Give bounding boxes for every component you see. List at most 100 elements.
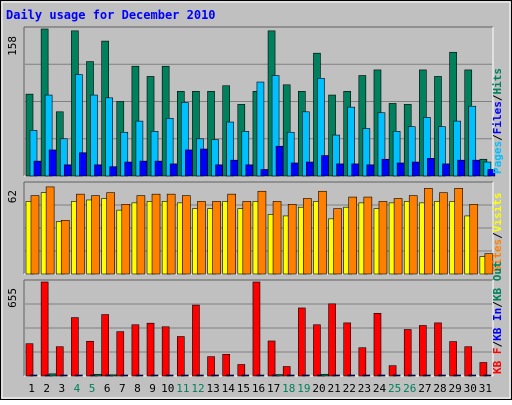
bar-hits-day-29 (449, 51, 457, 177)
bar-sites-day-1 (30, 195, 40, 275)
bar-pages-day-2 (48, 149, 57, 177)
series-pages (33, 145, 496, 177)
bar-files-day-5 (90, 94, 98, 177)
bar-kb-f-day-3 (55, 346, 64, 377)
bar-hits-day-9 (146, 76, 155, 177)
legend-entry-files: Files (491, 101, 504, 134)
bar-kb-in-day-10 (165, 374, 174, 377)
bar-pages-day-18 (290, 162, 299, 177)
bar-pages-day-1 (33, 160, 42, 177)
bar-pages-day-13 (215, 164, 223, 177)
bar-kb-out-day-6 (109, 374, 117, 377)
legend-entry-kb-in: KB In (491, 308, 504, 341)
bar-kb-f-day-12 (192, 304, 200, 377)
bar-kb-out-day-2 (48, 373, 57, 377)
bar-pages-day-16 (260, 169, 269, 177)
bar-sites-day-28 (439, 192, 448, 275)
bar-kb-f-day-14 (222, 354, 230, 377)
x-tick-label-day-4: 4 (74, 382, 81, 395)
x-tick-label-day-31: 31 (479, 382, 492, 395)
x-tick-label-day-20: 20 (312, 382, 325, 395)
bar-sites-day-6 (106, 192, 115, 275)
legend-entry-pages: Pages (491, 141, 504, 174)
bar-kb-f-day-20 (313, 324, 321, 377)
bar-files-day-2 (44, 94, 53, 177)
bar-sites-day-7 (121, 204, 131, 275)
bar-files-day-8 (135, 120, 144, 177)
bar-kb-in-day-13 (211, 374, 219, 377)
x-tick-label-day-7: 7 (119, 382, 126, 395)
bar-files-day-17 (271, 75, 280, 177)
legend-visits-sites: Sites/Visits (491, 193, 504, 273)
bar-sites-day-11 (181, 195, 191, 275)
bar-kb-f-day-2 (40, 281, 49, 377)
bar-pages-day-19 (306, 161, 314, 177)
bar-sites-day-19 (303, 198, 312, 275)
bar-kb-in-day-12 (196, 374, 204, 377)
bar-pages-day-21 (336, 163, 344, 177)
bar-files-day-6 (105, 97, 113, 177)
legend-kb: KB F/KB In/KB Out (491, 261, 504, 374)
bar-kb-in-day-26 (407, 374, 416, 377)
x-tick-label-day-5: 5 (89, 382, 96, 395)
bar-kb-in-day-21 (332, 374, 340, 377)
chart-frame-highlight (1, 1, 511, 399)
bar-files-day-18 (286, 131, 295, 177)
x-tick-label-day-17: 17 (267, 382, 280, 395)
bar-sites-day-10 (166, 193, 176, 275)
bar-files-day-16 (256, 81, 265, 177)
x-tick-label-day-25: 25 (388, 382, 401, 395)
legend-separator: / (491, 301, 504, 308)
bar-files-day-30 (468, 105, 477, 177)
bar-kb-f-day-7 (116, 331, 125, 377)
bar-sites-day-5 (91, 195, 100, 275)
bar-files-day-27 (423, 117, 431, 177)
x-tick-label-day-15: 15 (237, 382, 250, 395)
bar-files-day-1 (29, 130, 38, 177)
bar-kb-out-day-5 (94, 373, 102, 377)
bar-sites-day-4 (76, 193, 85, 275)
bar-files-day-26 (407, 126, 416, 177)
bar-files-day-25 (392, 131, 401, 177)
bar-pages-day-17 (275, 145, 284, 177)
bar-kb-f-day-24 (373, 312, 382, 377)
bar-sites-day-18 (287, 204, 297, 275)
bar-pages-day-26 (411, 161, 420, 177)
x-tick-label-day-12: 12 (191, 382, 204, 395)
y-max-label: 655 (6, 288, 19, 308)
x-tick-label-day-30: 30 (464, 382, 477, 395)
bar-sites-day-8 (136, 195, 146, 275)
bar-sites-day-27 (424, 188, 433, 275)
bar-kb-f-day-27 (419, 325, 427, 377)
bar-kb-in-day-23 (362, 374, 371, 377)
x-tick-label-day-29: 29 (449, 382, 462, 395)
legend-entry-kb-f: KB F (491, 348, 504, 375)
bar-kb-in-day-18 (286, 374, 295, 377)
legend-entry-hits: Hits (491, 68, 504, 95)
chart-title: Daily usage for December 2010 (6, 8, 216, 22)
x-tick-label-day-1: 1 (28, 382, 35, 395)
bar-sites-day-12 (197, 201, 206, 275)
bar-pages-day-28 (442, 163, 450, 177)
x-tick-label-day-24: 24 (373, 382, 387, 395)
bar-kb-f-day-19 (298, 307, 306, 377)
series-files (29, 74, 492, 177)
series-kb-f (25, 281, 488, 377)
bar-hits-day-12 (192, 91, 200, 177)
bar-kb-out-day-20 (321, 373, 329, 377)
legend-text: Sites/Visits (491, 193, 504, 273)
x-tick-label-day-28: 28 (433, 382, 446, 395)
bar-sites-day-15 (242, 201, 252, 275)
bar-sites-day-29 (454, 188, 463, 275)
bar-sites-day-14 (227, 193, 236, 275)
x-tick-label-day-18: 18 (282, 382, 295, 395)
bar-sites-day-25 (393, 198, 403, 275)
series-sites (30, 186, 494, 275)
bar-pages-day-29 (457, 159, 465, 177)
bar-pages-day-14 (230, 159, 238, 177)
bar-kb-f-day-15 (237, 364, 246, 377)
bar-kb-in-day-24 (377, 374, 386, 377)
bar-pages-day-5 (94, 164, 102, 177)
